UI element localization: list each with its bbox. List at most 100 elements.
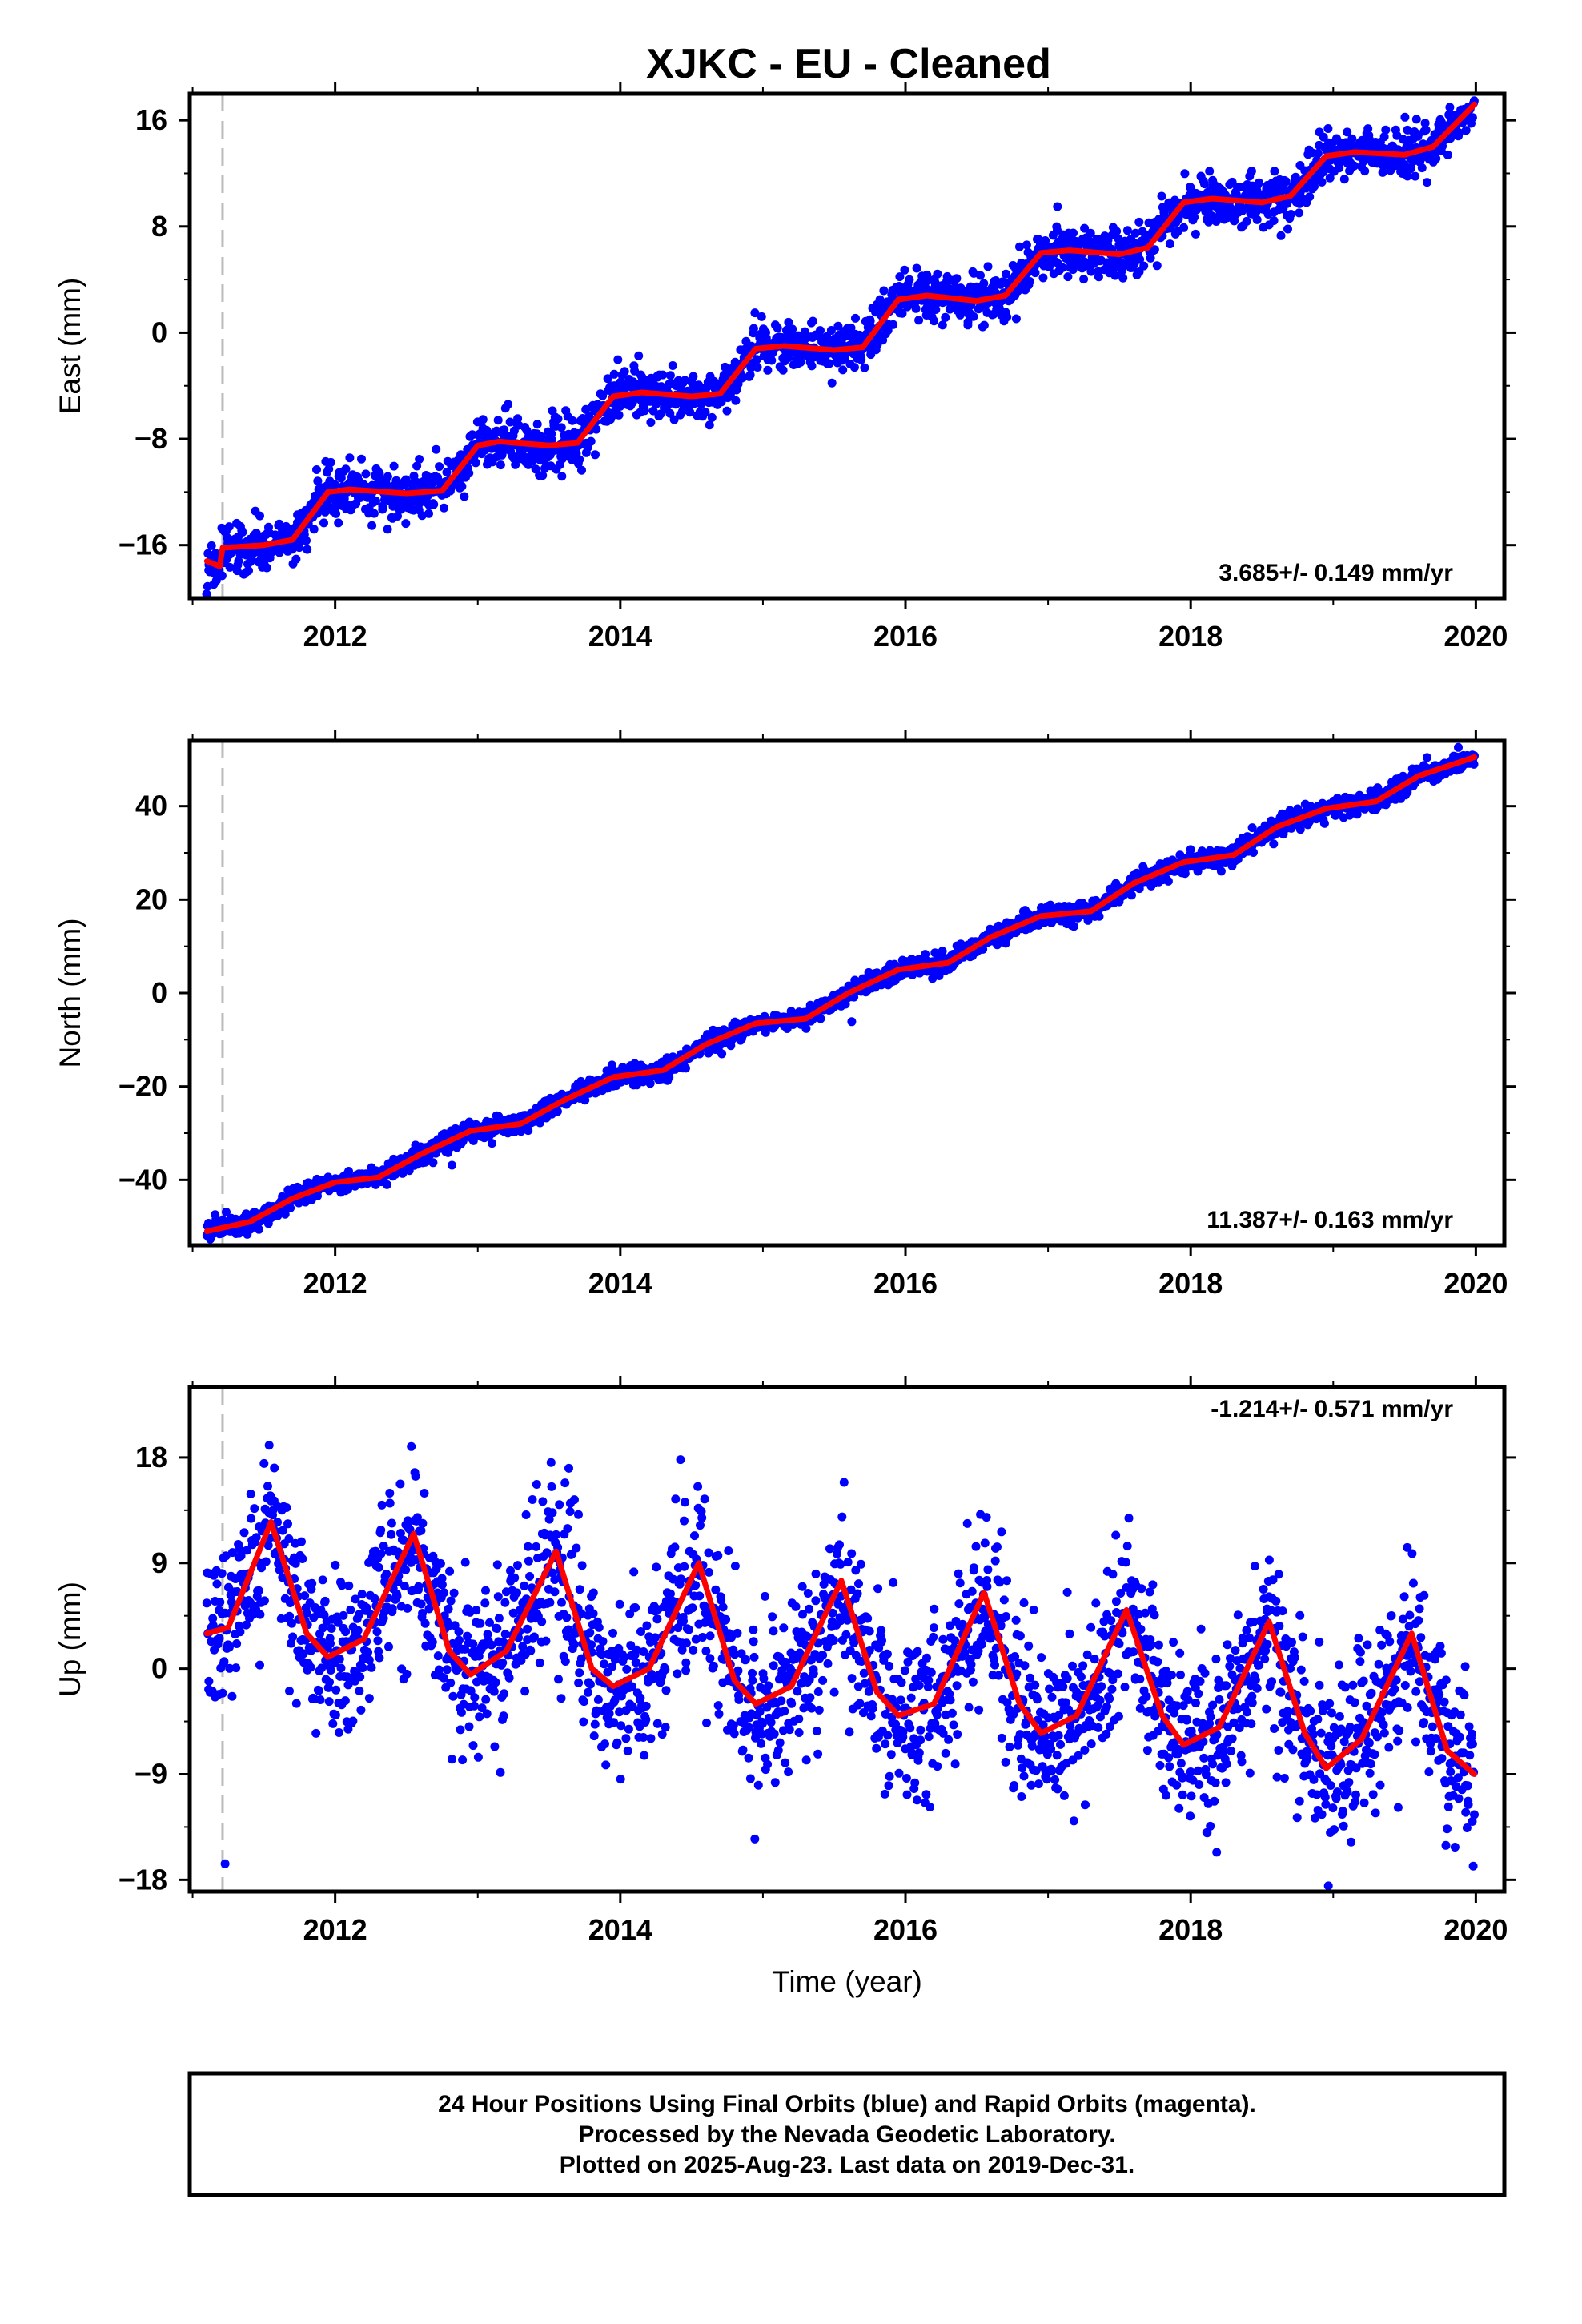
observation-point xyxy=(922,270,932,279)
observation-point xyxy=(312,465,321,474)
observation-point xyxy=(658,370,668,380)
observation-point xyxy=(784,317,793,327)
observation-point xyxy=(1163,876,1173,886)
observation-point xyxy=(767,356,777,365)
observation-point xyxy=(905,275,914,284)
observation-point xyxy=(383,472,392,481)
observation-point xyxy=(1180,869,1190,879)
figure-title: XJKC - EU - Cleaned xyxy=(646,41,1051,87)
observation-point xyxy=(969,312,978,321)
observation-point xyxy=(424,509,433,518)
observation-point xyxy=(773,324,782,332)
observation-point xyxy=(1455,128,1464,138)
velocity-rate-label: 3.685+/- 0.149 mm/yr xyxy=(1219,560,1453,586)
observation-point xyxy=(613,355,623,364)
x-tick-label: 2020 xyxy=(1443,1267,1508,1300)
observation-point xyxy=(215,1634,224,1643)
observation-point xyxy=(382,1180,391,1189)
observation-point xyxy=(825,359,834,368)
observation-point xyxy=(217,1569,227,1578)
observation-point xyxy=(1423,178,1431,187)
observation-point xyxy=(415,455,424,464)
observation-point xyxy=(302,536,311,545)
observation-point xyxy=(717,1049,727,1059)
observation-point xyxy=(1002,269,1010,279)
observation-point xyxy=(357,454,366,464)
observation-point xyxy=(665,371,675,380)
observation-point xyxy=(1468,113,1477,123)
observation-point xyxy=(851,313,860,323)
observation-point xyxy=(500,425,509,435)
observation-point xyxy=(745,370,755,380)
observation-point xyxy=(646,418,656,427)
observation-point xyxy=(749,324,758,333)
observation-point xyxy=(1352,810,1362,819)
observation-point xyxy=(212,1579,222,1589)
observation-point xyxy=(807,361,817,371)
observation-point xyxy=(219,1657,229,1667)
observation-point xyxy=(1291,172,1300,182)
observation-point xyxy=(1468,73,1476,82)
observation-point xyxy=(1335,163,1344,173)
observation-point xyxy=(730,357,740,367)
observation-point xyxy=(938,320,947,330)
y-tick-label: −8 xyxy=(135,422,167,455)
observation-point xyxy=(827,378,837,388)
observation-point xyxy=(471,458,480,468)
observation-point xyxy=(1269,839,1279,849)
observation-point xyxy=(556,423,566,432)
observation-point xyxy=(847,1017,857,1027)
observation-point xyxy=(493,416,503,425)
observation-point xyxy=(1281,177,1291,186)
observation-point xyxy=(389,461,399,471)
observation-point xyxy=(1094,911,1104,921)
observation-point xyxy=(286,1204,295,1212)
observation-point xyxy=(603,374,612,384)
observation-point xyxy=(889,320,898,329)
y-tick-label: 0 xyxy=(151,1652,167,1685)
observation-point xyxy=(669,415,679,424)
observation-point xyxy=(1199,179,1209,189)
observation-point xyxy=(763,365,773,375)
observation-point xyxy=(557,472,567,481)
observation-point xyxy=(496,460,505,470)
observation-point xyxy=(371,497,380,505)
observation-point xyxy=(1295,208,1304,218)
observation-point xyxy=(849,363,859,372)
observation-point xyxy=(1186,845,1195,854)
y-tick-label: 18 xyxy=(135,1441,167,1474)
observation-point xyxy=(1381,125,1391,135)
observation-point xyxy=(1287,210,1295,219)
observation-point xyxy=(303,545,312,554)
observation-point xyxy=(428,1158,438,1168)
plot-frame xyxy=(187,91,1507,601)
observation-point xyxy=(464,468,474,478)
observation-point xyxy=(1323,124,1333,133)
observation-point xyxy=(607,1060,616,1070)
observation-point xyxy=(979,320,989,330)
observation-point xyxy=(367,521,377,530)
observation-point xyxy=(801,1023,811,1033)
y-tick-label: 8 xyxy=(151,210,167,243)
observation-point xyxy=(609,369,619,379)
observation-point xyxy=(1379,132,1389,142)
observation-point xyxy=(1420,119,1430,128)
observation-point xyxy=(860,363,869,372)
observation-point xyxy=(731,396,741,405)
y-tick-label: −18 xyxy=(118,1863,167,1896)
observation-point xyxy=(1180,169,1190,179)
y-tick-label: −20 xyxy=(118,1070,167,1103)
observation-points xyxy=(202,1441,1479,1891)
observation-point xyxy=(1152,261,1162,271)
observation-point xyxy=(361,469,371,479)
observation-point xyxy=(204,1676,214,1686)
observation-point xyxy=(532,420,542,429)
observation-point xyxy=(505,417,515,427)
observation-point xyxy=(1086,267,1096,276)
observation-point xyxy=(788,324,797,334)
observation-point xyxy=(640,406,649,416)
observation-point xyxy=(1179,223,1189,232)
observation-point xyxy=(1319,132,1328,142)
